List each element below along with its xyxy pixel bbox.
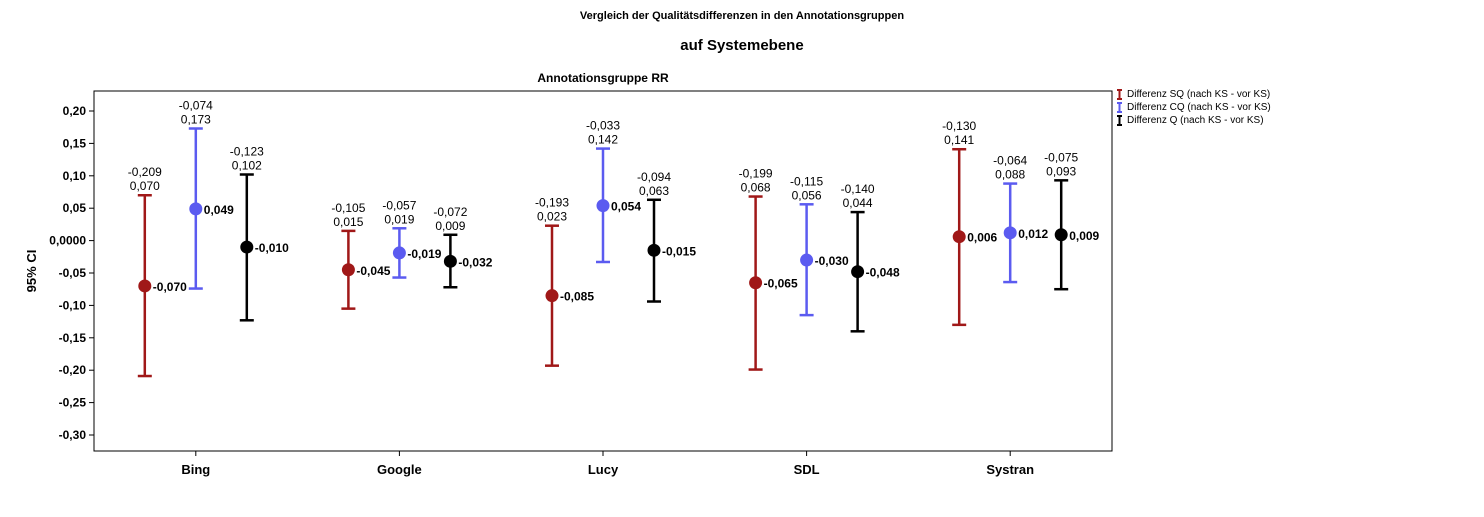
x-tick-label: Systran [986, 462, 1034, 477]
mean-label: 0,012 [1018, 227, 1048, 241]
mean-point [443, 254, 457, 268]
legend-swatch-cq [1117, 102, 1122, 113]
ci-upper-label: 0,142 [588, 133, 618, 147]
mean-point [647, 243, 661, 257]
mean-label: 0,006 [967, 231, 997, 245]
mean-label: -0,070 [153, 280, 187, 294]
legend-item-cq: Differenz CQ (nach KS - vor KS) [1115, 101, 1271, 114]
ci-lower-label: -0,123 [230, 145, 264, 159]
ci-upper-label: 0,009 [435, 219, 465, 233]
y-tick-label: -0,30 [59, 428, 87, 442]
mean-point [596, 199, 610, 213]
mean-label: 0,054 [611, 200, 641, 214]
panel-title: Annotationsgruppe RR [537, 71, 669, 85]
ci-lower-label: -0,193 [535, 196, 569, 210]
ci-upper-label: 0,063 [639, 184, 669, 198]
ci-lower-label: -0,057 [382, 198, 416, 212]
chart-title: Vergleich der Qualitätsdifferenzen in de… [579, 10, 905, 22]
ci-lower-label: -0,064 [993, 154, 1027, 168]
mean-label: -0,015 [662, 244, 696, 258]
y-tick-label: 0,15 [63, 136, 87, 150]
mean-point [545, 289, 559, 303]
y-tick-label: -0,15 [59, 331, 87, 345]
mean-label: -0,019 [407, 247, 441, 261]
legend-label-cq: Differenz CQ (nach KS - vor KS) [1127, 102, 1271, 113]
ci-upper-label: 0,023 [537, 210, 567, 224]
ci-upper-label: 0,173 [181, 112, 211, 126]
mean-point [1003, 226, 1017, 240]
chart-subtitle: auf Systemebene [680, 37, 804, 54]
mean-point [800, 253, 814, 267]
legend-item-q: Differenz Q (nach KS - vor KS) [1115, 114, 1271, 127]
ci-upper-label: 0,070 [130, 179, 160, 193]
y-tick-label: -0,25 [59, 396, 87, 410]
y-tick-label: 0,10 [63, 169, 87, 183]
mean-label: -0,010 [255, 241, 289, 255]
mean-point [851, 265, 865, 279]
ci-lower-label: -0,209 [128, 165, 162, 179]
ci-upper-label: 0,093 [1046, 164, 1076, 178]
legend-swatch-q [1117, 115, 1122, 126]
y-tick-label: 0,0000 [49, 234, 86, 248]
ci-upper-label: 0,068 [741, 181, 771, 195]
mean-label: -0,065 [764, 277, 798, 291]
mean-point [952, 230, 966, 244]
y-tick-label: -0,20 [59, 363, 87, 377]
mean-label: -0,032 [458, 255, 492, 269]
ci-upper-label: 0,056 [792, 188, 822, 202]
ci-lower-label: -0,130 [942, 119, 976, 133]
ci-lower-label: -0,072 [433, 205, 467, 219]
legend-swatch-sq [1117, 89, 1122, 100]
x-tick-label: Google [377, 462, 422, 477]
x-tick-label: Bing [181, 462, 210, 477]
y-tick-label: 0,05 [63, 201, 87, 215]
legend-item-sq: Differenz SQ (nach KS - vor KS) [1115, 88, 1271, 101]
ci-upper-label: 0,141 [944, 133, 974, 147]
y-axis-label: 95% CI [24, 250, 39, 293]
legend: Differenz SQ (nach KS - vor KS) Differen… [1115, 88, 1271, 127]
ci-lower-label: -0,033 [586, 119, 620, 133]
ci-lower-label: -0,074 [179, 98, 213, 112]
ci-lower-label: -0,075 [1044, 150, 1078, 164]
y-tick-label: -0,05 [59, 266, 87, 280]
ci-lower-label: -0,115 [790, 174, 823, 188]
mean-label: -0,085 [560, 290, 594, 304]
mean-point [189, 202, 203, 216]
ci-lower-label: -0,094 [637, 170, 671, 184]
y-tick-label: -0,10 [59, 298, 87, 312]
ci-upper-label: 0,019 [384, 212, 414, 226]
mean-label: -0,048 [866, 266, 900, 280]
mean-point [240, 240, 254, 254]
ci-upper-label: 0,015 [333, 215, 363, 229]
mean-point [392, 246, 406, 260]
x-tick-label: SDL [794, 462, 820, 477]
ci-upper-label: 0,088 [995, 168, 1025, 182]
mean-point [1054, 228, 1068, 242]
ci-lower-label: -0,140 [841, 182, 875, 196]
ci-upper-label: 0,044 [843, 196, 873, 210]
ci-lower-label: -0,199 [739, 167, 773, 181]
ci-upper-label: 0,102 [232, 159, 262, 173]
y-tick-label: 0,20 [63, 104, 87, 118]
mean-point [341, 263, 355, 277]
mean-point [749, 276, 763, 290]
legend-label-sq: Differenz SQ (nach KS - vor KS) [1127, 89, 1271, 100]
mean-label: 0,009 [1069, 229, 1099, 243]
mean-point [138, 279, 152, 293]
legend-label-q: Differenz Q (nach KS - vor KS) [1127, 115, 1264, 126]
ci-lower-label: -0,105 [331, 201, 365, 215]
x-tick-label: Lucy [588, 462, 619, 477]
mean-label: -0,030 [815, 254, 849, 268]
mean-label: 0,049 [204, 203, 234, 217]
mean-label: -0,045 [356, 264, 390, 278]
